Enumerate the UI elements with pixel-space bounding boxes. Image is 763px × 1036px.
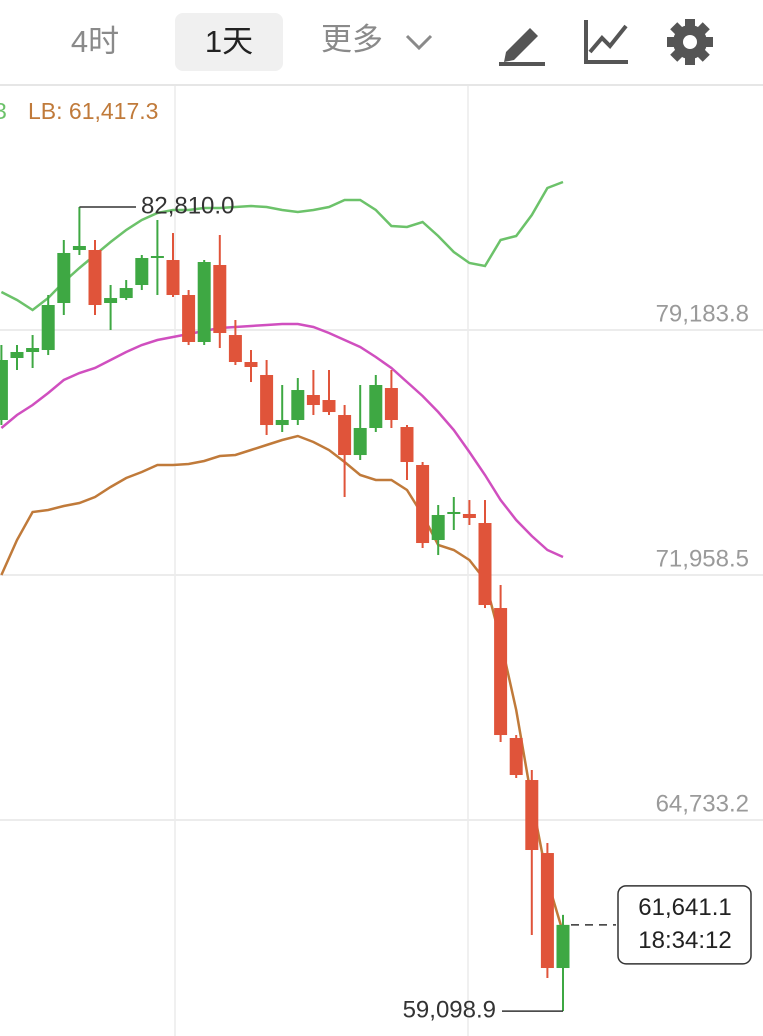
y-tick-label: 64,733.2 [656,790,749,817]
low-marker-label: 59,098.9 [403,996,496,1023]
last-price-label: 61,641.1 [638,894,731,921]
candle-body [135,258,149,285]
candle-body [306,395,320,406]
candle-body [182,295,196,343]
candle-body [322,400,336,413]
last-price-time: 18:34:12 [638,927,731,954]
candle-body [494,608,508,736]
candle-body [556,924,570,969]
candle-body [119,288,133,299]
candle-body [509,738,523,775]
tab[interactable]: 1天 [205,24,253,59]
tab[interactable]: 4时 [71,24,119,59]
candle-body [150,256,164,259]
legend-fragment: 3 [0,98,7,124]
candle-body [369,384,383,428]
candle-body [260,374,274,426]
candle-body [10,352,24,359]
candle-body [338,415,352,456]
candle-body [540,853,554,969]
chevron[interactable] [405,34,433,51]
high-marker-label: 82,810.0 [141,192,234,219]
band-line [0,180,564,312]
candle-body [384,388,398,420]
candle-body [88,250,102,306]
candle-body [41,305,55,351]
candle-body [213,264,227,334]
candle-body [244,362,258,367]
tab[interactable]: 更多 [321,22,383,57]
candle-body [416,464,430,544]
candle-body [57,252,71,304]
draw-icon[interactable] [499,28,545,66]
legend-entry: LB: 61,417.3 [28,98,158,124]
candle-body [104,298,118,304]
candle-body [431,515,445,541]
band-line [0,434,565,933]
toolbar [0,0,763,85]
candle-body [26,348,40,353]
candle-body [0,360,8,420]
indicator-icon[interactable] [584,20,628,64]
band-line [0,322,564,559]
settings-icon[interactable] [667,19,713,65]
y-tick-label: 71,958.5 [656,545,749,572]
candle-body [275,419,289,426]
candle-body [447,511,461,514]
candle-body [478,523,492,606]
candle-body [291,390,305,420]
tab-selected-bg [175,13,283,71]
candle-body [197,262,211,343]
y-tick-label: 79,183.8 [656,300,749,327]
candle-body [72,246,86,251]
candle-body [400,427,414,463]
candle-body [228,335,242,363]
candle-body [525,780,539,851]
candle-body [166,260,180,296]
candle-body [462,513,476,518]
candle-body [353,427,367,456]
last-price-box [617,885,752,965]
